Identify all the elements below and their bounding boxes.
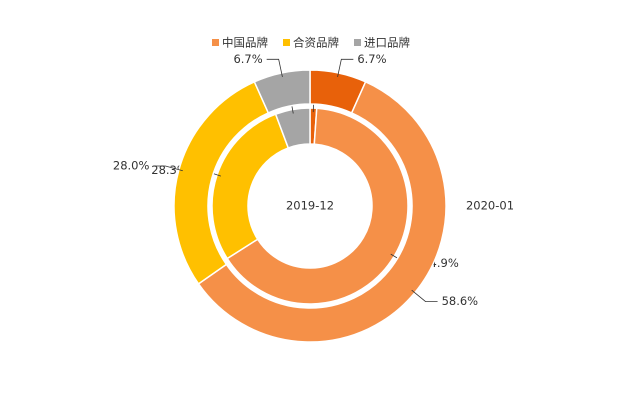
data-label: 6.7% — [233, 52, 262, 66]
legend-swatch — [283, 39, 290, 46]
legend-label: 合资品牌 — [293, 36, 339, 50]
ring-label: 2019-12 — [286, 199, 334, 213]
data-label: 58.6% — [442, 294, 479, 308]
ring-label: 2020-01 — [466, 199, 514, 213]
data-label: 6.7% — [357, 52, 386, 66]
donut-slice — [197, 80, 447, 343]
legend-swatch — [354, 39, 361, 46]
donut-slice — [211, 113, 290, 260]
donut-slice — [226, 107, 409, 305]
leader-line — [337, 58, 354, 77]
donut-slice — [253, 69, 311, 114]
donut-slice — [274, 107, 311, 149]
legend-label: 进口品牌 — [364, 36, 410, 50]
leader-line — [411, 289, 438, 303]
legend-label: 中国品牌 — [222, 36, 268, 50]
data-label: 28.0% — [113, 158, 150, 172]
legend-swatch — [212, 39, 219, 46]
leader-line — [266, 58, 283, 77]
leader-line — [153, 165, 183, 172]
